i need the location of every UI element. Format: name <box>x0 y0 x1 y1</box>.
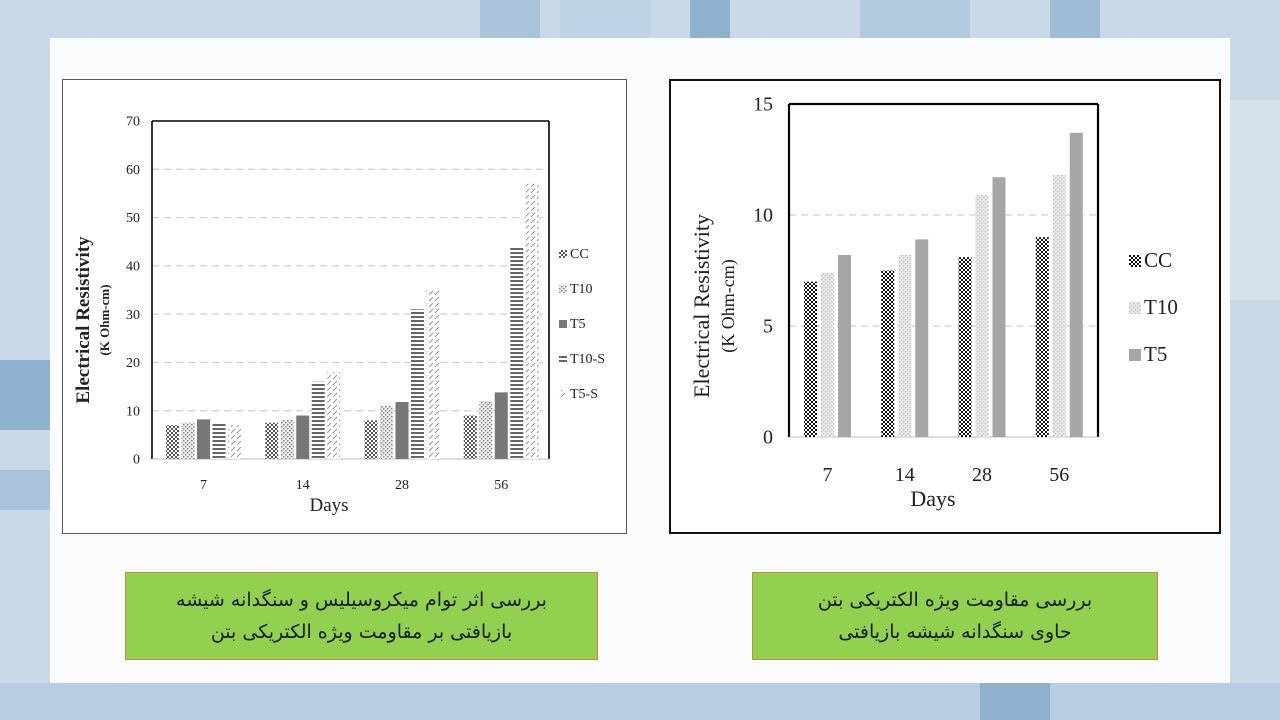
bar-T10-S-14 <box>311 381 325 459</box>
background-stripe <box>0 683 1280 720</box>
background-stripe <box>1230 100 1280 300</box>
bar-T5-56 <box>494 392 508 459</box>
x-tick-label: 56 <box>1049 464 1069 486</box>
x-tick-label: 14 <box>296 478 310 493</box>
legend-label-T10-S: T10-S <box>570 352 605 367</box>
x-axis-label: Days <box>309 495 348 516</box>
bar-T10-14 <box>898 254 912 437</box>
bar-T10-56 <box>1052 175 1066 437</box>
y-tick-label: 50 <box>126 211 140 226</box>
legend-label-T5: T5 <box>1144 342 1167 366</box>
bar-CC-7 <box>166 425 179 459</box>
legend-swatch-T10-S <box>559 355 567 363</box>
bar-CC-14 <box>265 422 279 459</box>
caption-right-line2: حاوی سنگدانه شیشه بازیافتی <box>838 621 1072 643</box>
background-stripe <box>480 0 540 38</box>
caption-left: بررسی اثر توام میکروسیلیس و سنگدانه شیشه… <box>125 572 598 660</box>
bar-T10-S-28 <box>411 309 424 459</box>
chart-svg-right: 0 5 10 15 7 14 28 56 Days Electrical Resistivity(… <box>689 94 1178 511</box>
chart-svg-left: 0 10 20 30 40 50 60 70 7 14 28 56 Days Electrical Res… <box>73 115 605 516</box>
legend-label-T10: T10 <box>1144 295 1178 319</box>
background-stripe <box>0 470 50 510</box>
bar-T5-56 <box>1069 132 1083 438</box>
x-tick-label: 56 <box>494 478 508 493</box>
y-tick-label: 20 <box>126 356 140 371</box>
x-tick-label: 7 <box>200 478 207 493</box>
bar-T5-14 <box>915 239 929 437</box>
background-stripe <box>560 0 650 38</box>
x-tick-label: 28 <box>395 478 409 493</box>
caption-left-line1: بررسی اثر توام میکروسیلیس و سنگدانه شیشه <box>176 589 547 611</box>
bar-T5-S-28 <box>426 290 440 459</box>
background-stripe <box>690 0 730 38</box>
bar-T10-7 <box>821 272 834 437</box>
legend-swatch-T5 <box>559 320 567 328</box>
background-stripe <box>980 683 1050 720</box>
y-axis-unit: (K Ohm-cm) <box>718 259 739 352</box>
legend-swatch-T5 <box>1129 349 1141 361</box>
bar-CC-56 <box>463 415 477 459</box>
caption-left-line2: بازیافتی بر مقاومت ویژه الکتریکی بتن <box>210 621 513 643</box>
legend-label-CC: CC <box>570 247 589 262</box>
y-axis-label: Electrical Resistivity <box>73 236 94 404</box>
y-tick-label: 10 <box>126 404 140 419</box>
bar-T10-28 <box>975 195 989 437</box>
y-tick-label: 15 <box>753 94 773 116</box>
bar-CC-28 <box>958 257 972 437</box>
legend-swatch-T10 <box>1129 302 1141 314</box>
background-stripe <box>860 0 970 38</box>
bar-T5-S-14 <box>327 372 341 459</box>
y-axis-unit: (K Ohm-cm) <box>97 284 112 355</box>
bar-T5-7 <box>197 419 210 459</box>
bar-T5-7 <box>838 254 851 437</box>
bar-T10-56 <box>479 401 493 459</box>
x-tick-label: 7 <box>823 464 833 486</box>
chart-glass-microsilica-resistivity: 0 10 20 30 40 50 60 70 7 14 28 56 Days Electrical Res… <box>62 79 627 534</box>
bar-T5-S-56 <box>525 183 539 459</box>
bar-T5-S-7 <box>228 425 241 459</box>
y-tick-label: 70 <box>126 115 140 130</box>
bar-CC-14 <box>881 270 895 437</box>
x-tick-label: 28 <box>972 464 992 486</box>
bar-T10-7 <box>181 422 195 459</box>
legend-swatch-CC <box>1129 255 1141 267</box>
bar-T10-S-56 <box>510 246 524 459</box>
legend-label-T5: T5 <box>570 317 586 332</box>
caption-right-line1: بررسی مقاومت ویژه الکتریکی بتن <box>817 589 1093 611</box>
y-tick-label: 30 <box>126 308 140 323</box>
y-axis-label: Electrical Resistivity <box>689 214 714 398</box>
bar-CC-28 <box>364 420 378 459</box>
bar-T10-S-7 <box>212 422 226 459</box>
bar-T5-28 <box>395 402 409 459</box>
background-stripe <box>1050 0 1100 38</box>
x-tick-label: 14 <box>895 464 915 486</box>
y-tick-label: 0 <box>133 453 140 468</box>
bar-T10-28 <box>380 405 393 459</box>
background-stripe <box>0 360 50 430</box>
y-tick-label: 60 <box>126 163 140 178</box>
caption-right: بررسی مقاومت ویژه الکتریکی بتن حاوی سنگد… <box>752 572 1158 660</box>
legend-swatch-CC <box>559 250 567 258</box>
bar-T5-28 <box>992 177 1006 437</box>
legend-label-T10: T10 <box>570 282 593 297</box>
y-tick-label: 10 <box>753 205 773 227</box>
legend-label-CC: CC <box>1144 248 1172 272</box>
y-tick-label: 5 <box>763 316 773 338</box>
x-axis-label: Days <box>910 486 955 511</box>
bar-CC-56 <box>1035 237 1049 437</box>
chart-glass-resistivity: 0 5 10 15 7 14 28 56 Days Electrical Resistivity(… <box>669 79 1221 534</box>
bar-CC-7 <box>804 281 817 437</box>
y-tick-label: 40 <box>126 260 140 275</box>
legend-swatch-T5-S <box>559 390 567 398</box>
y-tick-label: 0 <box>763 427 773 449</box>
bar-T10-14 <box>280 419 294 459</box>
bar-T5-14 <box>296 415 310 459</box>
legend-label-T5-S: T5-S <box>570 387 598 402</box>
legend-swatch-T10 <box>559 285 567 293</box>
